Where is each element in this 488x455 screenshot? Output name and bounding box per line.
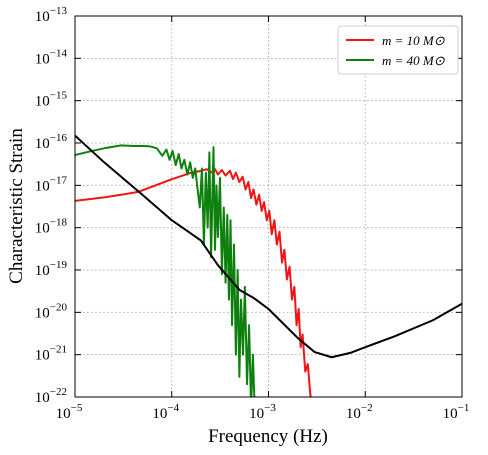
y-axis-label: Characteristic Strain xyxy=(6,128,27,284)
y-tick-label: 10−19 xyxy=(35,259,68,279)
y-tick-label: 10−13 xyxy=(35,5,68,25)
series-line xyxy=(75,144,256,397)
y-tick-label: 10−20 xyxy=(35,301,68,321)
x-tick-label: 10−1 xyxy=(443,402,470,422)
ticks: 10−5 10−4 10−3 10−2 10−1 10−22 10−21 10−20 10−19… xyxy=(35,5,470,422)
x-tick-label: 10−5 xyxy=(56,402,83,422)
series-line xyxy=(75,134,462,359)
legend-box xyxy=(337,25,459,75)
x-axis-label: Frequency (Hz) xyxy=(208,426,328,447)
y-tick-label: 10−21 xyxy=(35,344,67,364)
plot-lines xyxy=(75,134,462,397)
y-tick-label: 10−16 xyxy=(35,132,68,152)
y-tick-label: 10−18 xyxy=(35,217,68,237)
x-tick-label: 10−3 xyxy=(249,402,276,422)
x-tick-label: 10−4 xyxy=(152,402,179,422)
legend-label: m = 40 M⊙ xyxy=(382,53,445,68)
y-tick-label: 10−17 xyxy=(35,174,68,194)
legend-label: m = 10 M⊙ xyxy=(382,33,445,48)
y-tick-label: 10−15 xyxy=(35,90,68,110)
legend: m = 10 M⊙ m = 40 M⊙ xyxy=(337,25,459,75)
y-tick-label: 10−22 xyxy=(35,386,67,406)
x-tick-label: 10−2 xyxy=(346,402,373,422)
y-tick-label: 10−14 xyxy=(35,47,68,67)
